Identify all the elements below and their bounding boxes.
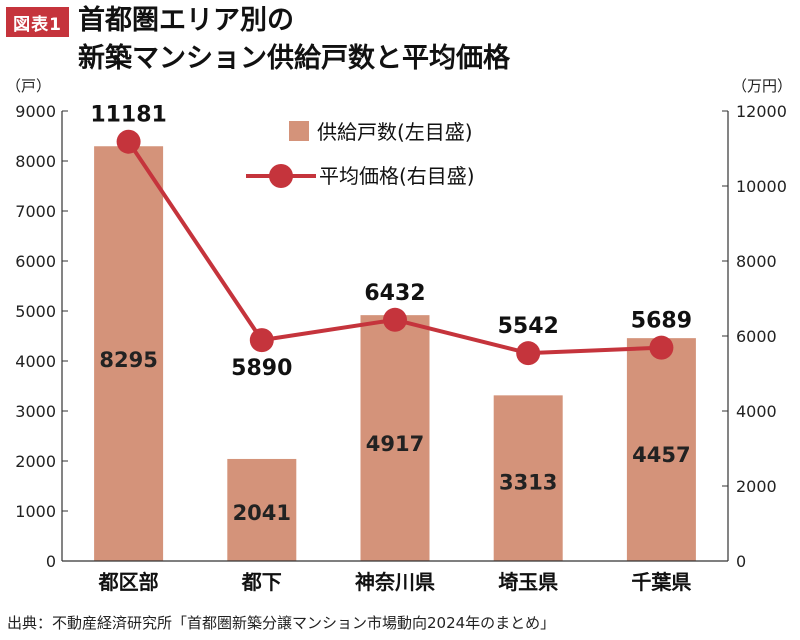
category-label-2: 都下 (241, 570, 282, 594)
bar-value-label-5: 4457 (632, 443, 690, 467)
legend-line-marker (269, 164, 293, 188)
bar-value-label-4: 3313 (499, 470, 557, 494)
chart-title: 首都圏エリア別の 新築マンション供給戸数と平均価格 (78, 2, 510, 78)
price-value-label-1: 11181 (90, 103, 167, 128)
bar-value-label-2: 2041 (233, 501, 291, 525)
left-tick-label: 9000 (15, 102, 56, 121)
chart-title-line-2: 新築マンション供給戸数と平均価格 (78, 43, 510, 74)
bar-value-label-3: 4917 (366, 432, 424, 456)
price-point-2 (249, 328, 274, 353)
price-value-label-4: 5542 (498, 314, 559, 339)
right-tick-label: 8000 (736, 252, 777, 271)
category-label-5: 千葉県 (631, 570, 691, 594)
right-tick-label: 10000 (736, 177, 787, 196)
chart-title-line-1: 首都圏エリア別の (78, 5, 294, 36)
right-tick-label: 4000 (736, 402, 777, 421)
price-value-label-2: 5890 (231, 356, 292, 381)
category-label-4: 埼玉県 (498, 570, 558, 594)
bar-1 (94, 146, 164, 561)
left-axis-unit: （戸） (6, 77, 51, 95)
bar-2 (227, 458, 297, 561)
category-label-3: 神奈川県 (355, 570, 435, 594)
bar-value-label-1: 8295 (99, 348, 157, 372)
left-tick-label: 4000 (15, 352, 56, 371)
left-tick-label: 8000 (15, 152, 56, 171)
left-tick-label: 1000 (15, 502, 56, 521)
category-label-1: 都区部 (98, 570, 159, 594)
price-point-1 (116, 129, 141, 154)
bar-4 (493, 395, 563, 561)
price-point-4 (516, 341, 541, 366)
left-tick-label: 2000 (15, 452, 56, 471)
price-value-label-3: 6432 (364, 281, 425, 306)
bar-3 (360, 315, 430, 561)
price-point-5 (649, 335, 674, 360)
price-value-label-5: 5689 (631, 309, 692, 334)
right-axis-unit: （万円） (732, 77, 792, 95)
legend-line-label: 平均価格(右目盛) (319, 164, 475, 188)
price-point-3 (383, 307, 407, 332)
figure-label-badge: 図表1 (6, 7, 69, 37)
left-tick-label: 6000 (15, 252, 56, 271)
right-tick-label: 2000 (736, 477, 777, 496)
legend-bar-swatch (289, 121, 309, 141)
left-tick-label: 7000 (15, 202, 56, 221)
right-tick-label: 0 (736, 552, 746, 571)
source-note: 出典：不動産経済研究所「首都圏新築分譲マンション市場動向2024年のまとめ」 (7, 614, 556, 632)
left-tick-label: 0 (46, 552, 56, 571)
right-tick-label: 6000 (736, 327, 777, 346)
right-tick-label: 12000 (736, 102, 787, 121)
bar-5 (626, 338, 696, 561)
left-tick-label: 5000 (15, 302, 56, 321)
left-tick-label: 3000 (15, 402, 56, 421)
legend-bar-label: 供給戸数(左目盛) (317, 120, 473, 144)
